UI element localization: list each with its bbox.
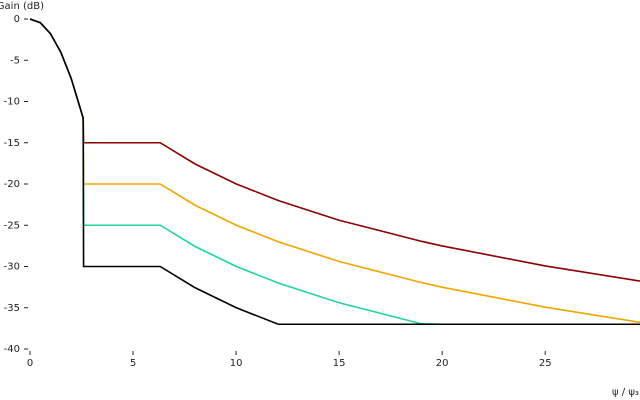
x-tick-label: 5 bbox=[130, 358, 136, 369]
x-tick-label: 20 bbox=[436, 358, 449, 369]
y-tick-label: -35 bbox=[4, 303, 20, 314]
y-tick-label: 0 bbox=[14, 14, 20, 25]
y-tick-label: -40 bbox=[4, 344, 20, 355]
series-line bbox=[29, 18, 640, 324]
y-tick-label: -15 bbox=[4, 138, 20, 149]
x-axis-label: ψ / ψ₃ bbox=[612, 387, 639, 398]
y-axis-label: Relative Gain (dB) bbox=[0, 1, 44, 12]
y-tick-label: -5 bbox=[10, 55, 20, 66]
series-line bbox=[29, 18, 640, 326]
x-tick-label: 25 bbox=[539, 358, 552, 369]
y-tick-label: -25 bbox=[4, 220, 20, 231]
y-tick-label: -30 bbox=[4, 262, 20, 273]
series-line bbox=[29, 18, 640, 326]
y-tick-label: -20 bbox=[4, 179, 20, 190]
x-tick-label: 0 bbox=[27, 358, 33, 369]
series-line bbox=[29, 18, 640, 282]
x-tick-label: 15 bbox=[333, 358, 346, 369]
y-tick-label: -10 bbox=[4, 97, 20, 108]
x-tick-label: 10 bbox=[230, 358, 243, 369]
